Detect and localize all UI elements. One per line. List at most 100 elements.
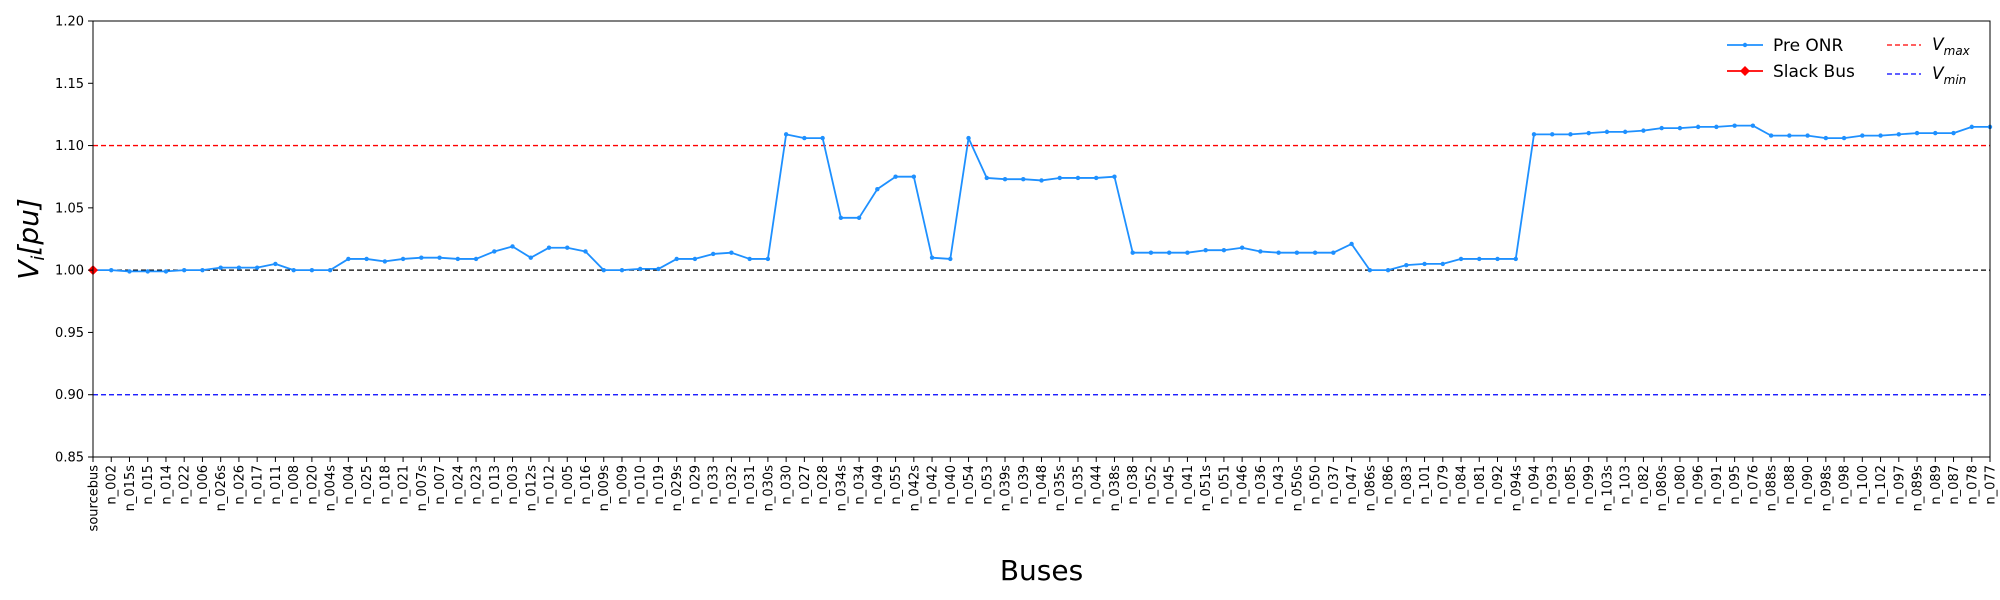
- data-point: [1239, 245, 1245, 250]
- x-tick-label: n_045: [1163, 465, 1178, 505]
- x-tick-label: n_092: [1491, 465, 1506, 505]
- data-point: [364, 256, 369, 262]
- x-tick-label: n_026s: [214, 465, 229, 512]
- x-tick-label: n_078: [1965, 465, 1980, 505]
- data-point: [1021, 177, 1026, 182]
- x-tick-label: n_025: [360, 465, 375, 505]
- data-point: [1641, 128, 1646, 133]
- x-tick-label: n_094: [1527, 465, 1542, 505]
- data-point: [1130, 250, 1135, 255]
- x-tick-label: n_018: [378, 465, 393, 505]
- data-point: [1714, 124, 1719, 130]
- x-tick-label: sourcebus: [87, 465, 102, 532]
- data-point: [1841, 135, 1847, 141]
- data-point: [1112, 174, 1117, 179]
- x-tick-label: n_008: [287, 465, 302, 505]
- x-tick-label: n_050s: [1290, 465, 1305, 512]
- x-tick-label: n_027: [798, 465, 813, 505]
- legend-label-vmax-main: V: [1932, 35, 1945, 55]
- data-point: [182, 267, 187, 273]
- x-tick-label: n_050: [1309, 465, 1324, 505]
- data-point: [619, 267, 625, 273]
- x-tick-label: n_012s: [524, 465, 539, 512]
- x-tick-label: n_026: [232, 465, 247, 505]
- data-point: [1677, 125, 1683, 131]
- data-point: [1002, 177, 1008, 182]
- data-point: [875, 186, 880, 192]
- x-tick-label: n_055: [889, 465, 904, 505]
- x-tick-label: n_035: [1071, 465, 1086, 505]
- data-point: [893, 174, 898, 179]
- data-point: [1896, 132, 1901, 137]
- data-point: [1094, 175, 1099, 181]
- x-tick-label: n_029s: [670, 465, 685, 512]
- y-tick-label: 1.05: [55, 201, 84, 216]
- x-tick-label: n_077: [1984, 465, 1999, 505]
- x-tick-label: n_013: [488, 465, 503, 505]
- data-point: [254, 265, 260, 270]
- data-point: [382, 259, 388, 264]
- x-tick-label: n_010: [634, 465, 649, 505]
- plot-frame: [92, 20, 1991, 458]
- data-point: [200, 267, 205, 273]
- x-tick-label: n_087: [1947, 465, 1962, 505]
- data-point: [1513, 256, 1518, 262]
- y-tick-label: 0.90: [55, 388, 84, 403]
- data-point: [1969, 124, 1974, 130]
- data-point: [948, 256, 953, 262]
- data-point: [820, 135, 825, 141]
- data-point: [1914, 130, 1920, 136]
- x-tick-label: n_016: [579, 465, 594, 505]
- x-tick-label: n_041: [1181, 465, 1196, 505]
- x-tick-label: n_037: [1327, 465, 1342, 505]
- x-tick-label: n_017: [251, 465, 266, 505]
- data-point: [638, 266, 643, 272]
- data-point: [802, 135, 807, 141]
- x-tick-label: n_100: [1856, 465, 1871, 505]
- x-tick-label: n_052: [1144, 465, 1159, 505]
- data-point: [546, 245, 552, 250]
- x-tick-label: n_097: [1892, 465, 1907, 505]
- data-point: [1349, 241, 1354, 247]
- data-point: [601, 267, 606, 273]
- x-tick-label: n_015: [141, 465, 156, 505]
- data-point: [1659, 125, 1664, 131]
- y-axis: 0.85 0.90 0.95 1.00 1.05 1.10 1.15 1.20: [55, 15, 93, 466]
- x-tick-label: n_054: [962, 465, 977, 505]
- x-tick-label: n_042s: [907, 465, 922, 512]
- x-tick-label: n_009s: [597, 465, 612, 512]
- data-point: [838, 215, 844, 221]
- y-tick-label: 1.15: [55, 77, 84, 92]
- x-tick-label: n_098s: [1819, 465, 1834, 512]
- x-tick-label: n_019: [652, 465, 667, 505]
- data-point: [1276, 250, 1281, 255]
- x-tick-label: n_005: [561, 465, 576, 505]
- data-point: [1568, 132, 1573, 137]
- x-tick-label: n_024: [451, 465, 466, 505]
- x-tick-label: n_028: [816, 465, 831, 505]
- x-tick-label: n_047: [1345, 465, 1360, 505]
- y-axis-label: Vi[pu]: [12, 198, 49, 280]
- x-tick-label: n_007s: [415, 465, 430, 512]
- data-point: [218, 265, 223, 270]
- x-tick-label: n_049: [871, 465, 886, 505]
- x-tick-label: n_006: [196, 465, 211, 505]
- data-point: [1750, 123, 1756, 128]
- data-point: [1331, 250, 1336, 255]
- data-point: [1860, 133, 1865, 138]
- x-tick-label: n_103: [1619, 465, 1634, 505]
- x-tick-label: n_003: [506, 465, 521, 505]
- data-point: [1768, 133, 1774, 138]
- x-tick-label: n_039: [1017, 465, 1032, 505]
- data-point: [1057, 175, 1062, 181]
- x-tick-label: n_033: [707, 465, 722, 505]
- series-layer: [88, 123, 1993, 276]
- x-tick-label: n_048: [1035, 465, 1050, 505]
- data-point: [291, 267, 296, 273]
- x-tick-label: n_101: [1418, 465, 1433, 505]
- data-point: [1422, 261, 1427, 267]
- data-point: [1805, 133, 1810, 138]
- data-point: [692, 256, 698, 262]
- data-point: [236, 265, 242, 270]
